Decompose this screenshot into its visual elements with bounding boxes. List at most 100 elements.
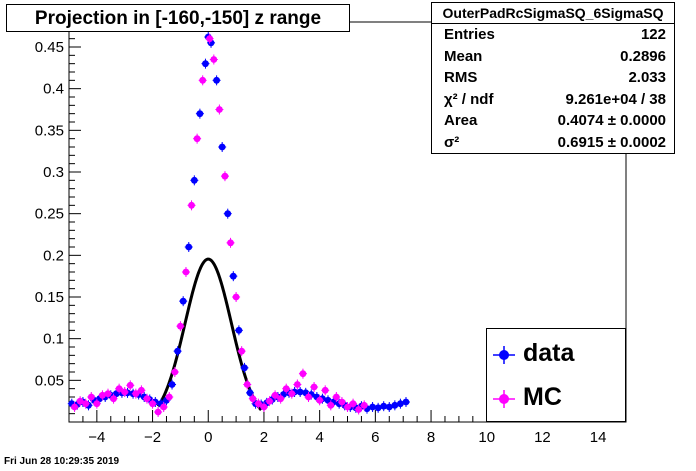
data-point	[174, 347, 182, 355]
x-tick-label: 14	[590, 429, 607, 446]
data-point	[149, 400, 156, 408]
data-point	[121, 388, 129, 396]
data-point	[338, 398, 346, 406]
data-point	[402, 398, 410, 406]
data-point	[168, 381, 176, 388]
stats-key: Entries	[444, 26, 495, 43]
data-point	[218, 143, 226, 151]
x-tick-label: 6	[371, 429, 379, 446]
legend-marker-data	[493, 346, 515, 364]
stats-box: OuterPadRcSigmaSQ_6SigmaSQ Entries 122 M…	[431, 2, 675, 154]
timestamp-footer: Fri Jun 28 10:29:35 2019	[4, 456, 120, 467]
data-point	[171, 368, 179, 376]
data-point	[316, 396, 324, 404]
stats-key: Mean	[444, 47, 483, 65]
data-point	[293, 381, 301, 388]
data-point	[277, 395, 285, 403]
stats-key: RMS	[444, 69, 478, 87]
data-point	[355, 406, 363, 413]
data-point	[229, 272, 237, 280]
data-point	[196, 110, 204, 118]
data-point	[82, 400, 90, 408]
data-point	[185, 243, 193, 251]
y-tick-label: 0.45	[35, 39, 64, 56]
data-point	[190, 176, 198, 184]
data-point	[71, 403, 78, 411]
data-point	[182, 268, 190, 276]
x-tick-label: −4	[88, 429, 105, 446]
stats-histogram-name: OuterPadRcSigmaSQ_6SigmaSQ	[432, 3, 674, 24]
stats-value: 0.6915 ± 0.0002	[557, 133, 666, 151]
data-point	[115, 385, 123, 393]
data-point	[199, 76, 207, 84]
x-tick-label: 0	[204, 429, 212, 446]
data-point	[369, 403, 376, 411]
stats-row-area: Area 0.4074 ± 0.0000	[432, 110, 674, 132]
data-point	[232, 293, 240, 301]
y-tick-label: 0.35	[35, 122, 64, 139]
y-tick-label: 0.4	[43, 81, 64, 98]
stats-row-entries: Entries 122	[432, 24, 674, 46]
data-point	[310, 383, 318, 391]
data-point	[246, 389, 254, 397]
y-tick-label: 0.2	[43, 247, 64, 264]
stats-row-rms: RMS 2.033	[432, 67, 674, 89]
data-point	[380, 402, 388, 410]
data-point	[282, 385, 290, 393]
stats-value: 0.4074 ± 0.0000	[557, 112, 666, 130]
y-tick-label: 0.1	[43, 331, 64, 348]
stats-row-mean: Mean 0.2896	[432, 46, 674, 68]
data-point	[271, 391, 279, 399]
y-tick-label: 0.3	[43, 164, 64, 181]
data-point	[138, 386, 145, 394]
data-point	[344, 403, 351, 411]
legend: data MC	[486, 328, 626, 422]
x-tick-label: 8	[427, 429, 435, 446]
data-point	[221, 172, 229, 180]
stats-row-sigma2: σ² 0.6915 ± 0.0002	[432, 132, 674, 154]
data-point	[349, 400, 357, 408]
data-point	[235, 326, 243, 334]
data-point	[215, 106, 223, 113]
stats-value: 0.2896	[620, 47, 666, 65]
data-point	[238, 347, 246, 355]
legend-label-mc: MC	[523, 383, 562, 411]
x-tick-label: 4	[315, 429, 323, 446]
data-point	[227, 239, 234, 247]
data-point	[241, 364, 248, 372]
data-point	[112, 390, 120, 398]
stats-key: χ² / ndf	[444, 90, 494, 108]
data-point	[288, 390, 296, 398]
data-point	[260, 403, 268, 411]
data-point	[321, 386, 329, 394]
data-point	[188, 201, 195, 209]
stats-value: 9.261e+04 / 38	[565, 90, 666, 108]
data-point	[104, 390, 112, 398]
legend-item-data: data	[487, 335, 625, 375]
data-point	[254, 400, 262, 408]
data-point	[360, 401, 368, 409]
stats-key: Area	[444, 112, 478, 130]
data-point	[210, 56, 218, 63]
data-point	[213, 76, 221, 84]
y-tick-label: 0.15	[35, 289, 64, 306]
x-tick-label: 2	[260, 429, 268, 446]
data-point	[332, 393, 340, 401]
data-point	[243, 381, 251, 388]
data-point	[179, 297, 187, 305]
data-point	[327, 401, 335, 409]
x-tick-label: 12	[534, 429, 551, 446]
data-point	[266, 397, 273, 405]
data-point	[87, 393, 95, 401]
data-point	[160, 403, 168, 411]
legend-label-data: data	[523, 339, 575, 367]
data-point	[177, 322, 184, 330]
data-point	[299, 370, 307, 378]
data-point	[305, 393, 312, 401]
stats-value: 122	[640, 26, 666, 43]
data-point	[143, 395, 151, 403]
data-point	[126, 381, 134, 389]
legend-marker-mc	[493, 390, 515, 408]
stats-value: 2.033	[628, 69, 666, 87]
